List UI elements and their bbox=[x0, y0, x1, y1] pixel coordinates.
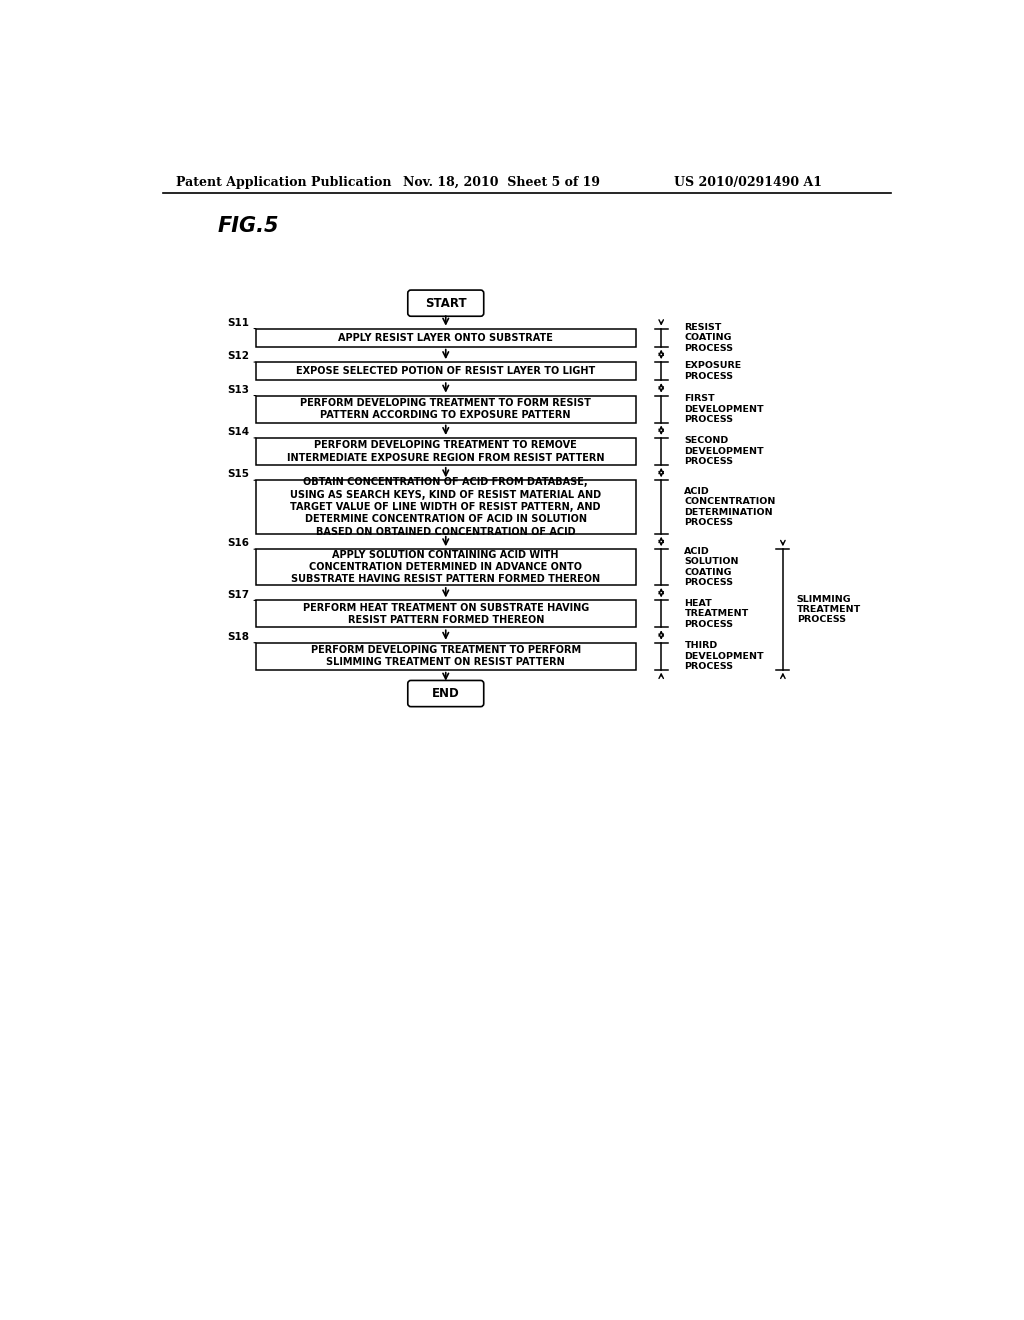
Text: FIG.5: FIG.5 bbox=[217, 216, 279, 236]
Text: PERFORM DEVELOPING TREATMENT TO FORM RESIST
PATTERN ACCORDING TO EXPOSURE PATTER: PERFORM DEVELOPING TREATMENT TO FORM RES… bbox=[300, 397, 591, 420]
Text: S13: S13 bbox=[227, 385, 250, 395]
Text: FIRST
DEVELOPMENT
PROCESS: FIRST DEVELOPMENT PROCESS bbox=[684, 395, 764, 424]
Text: S12: S12 bbox=[227, 351, 250, 362]
FancyBboxPatch shape bbox=[408, 681, 483, 706]
Text: S15: S15 bbox=[227, 470, 250, 479]
Text: ACID
SOLUTION
COATING
PROCESS: ACID SOLUTION COATING PROCESS bbox=[684, 546, 739, 587]
Text: SLIMMING
TREATMENT
PROCESS: SLIMMING TREATMENT PROCESS bbox=[797, 594, 861, 624]
Text: PERFORM HEAT TREATMENT ON SUBSTRATE HAVING
RESIST PATTERN FORMED THEREON: PERFORM HEAT TREATMENT ON SUBSTRATE HAVI… bbox=[303, 603, 589, 626]
FancyBboxPatch shape bbox=[256, 601, 636, 627]
Text: Patent Application Publication: Patent Application Publication bbox=[176, 176, 391, 189]
Text: APPLY RESIST LAYER ONTO SUBSTRATE: APPLY RESIST LAYER ONTO SUBSTRATE bbox=[338, 333, 553, 343]
Text: S14: S14 bbox=[227, 428, 250, 437]
FancyBboxPatch shape bbox=[256, 549, 636, 585]
Text: S17: S17 bbox=[227, 590, 250, 599]
Text: EXPOSURE
PROCESS: EXPOSURE PROCESS bbox=[684, 362, 741, 380]
Text: S11: S11 bbox=[227, 318, 250, 327]
FancyBboxPatch shape bbox=[256, 329, 636, 347]
FancyBboxPatch shape bbox=[256, 362, 636, 380]
Text: START: START bbox=[425, 297, 467, 310]
Text: OBTAIN CONCENTRATION OF ACID FROM DATABASE,
USING AS SEARCH KEYS, KIND OF RESIST: OBTAIN CONCENTRATION OF ACID FROM DATABA… bbox=[290, 478, 601, 537]
Text: SECOND
DEVELOPMENT
PROCESS: SECOND DEVELOPMENT PROCESS bbox=[684, 437, 764, 466]
Text: PERFORM DEVELOPING TREATMENT TO REMOVE
INTERMEDIATE EXPOSURE REGION FROM RESIST : PERFORM DEVELOPING TREATMENT TO REMOVE I… bbox=[287, 440, 604, 462]
FancyBboxPatch shape bbox=[256, 438, 636, 465]
Text: PERFORM DEVELOPING TREATMENT TO PERFORM
SLIMMING TREATMENT ON RESIST PATTERN: PERFORM DEVELOPING TREATMENT TO PERFORM … bbox=[310, 645, 581, 668]
Text: S18: S18 bbox=[227, 632, 250, 642]
FancyBboxPatch shape bbox=[408, 290, 483, 317]
Text: APPLY SOLUTION CONTAINING ACID WITH
CONCENTRATION DETERMINED IN ADVANCE ONTO
SUB: APPLY SOLUTION CONTAINING ACID WITH CONC… bbox=[291, 549, 600, 585]
FancyBboxPatch shape bbox=[256, 643, 636, 669]
Text: Nov. 18, 2010  Sheet 5 of 19: Nov. 18, 2010 Sheet 5 of 19 bbox=[403, 176, 600, 189]
FancyBboxPatch shape bbox=[256, 396, 636, 422]
Text: HEAT
TREATMENT
PROCESS: HEAT TREATMENT PROCESS bbox=[684, 599, 749, 628]
FancyBboxPatch shape bbox=[256, 480, 636, 533]
Text: EXPOSE SELECTED POTION OF RESIST LAYER TO LIGHT: EXPOSE SELECTED POTION OF RESIST LAYER T… bbox=[296, 366, 595, 376]
Text: END: END bbox=[432, 686, 460, 700]
Text: THIRD
DEVELOPMENT
PROCESS: THIRD DEVELOPMENT PROCESS bbox=[684, 642, 764, 671]
Text: US 2010/0291490 A1: US 2010/0291490 A1 bbox=[675, 176, 822, 189]
Text: S16: S16 bbox=[227, 539, 250, 548]
Text: ACID
CONCENTRATION
DETERMINATION
PROCESS: ACID CONCENTRATION DETERMINATION PROCESS bbox=[684, 487, 776, 527]
Text: RESIST
COATING
PROCESS: RESIST COATING PROCESS bbox=[684, 322, 733, 352]
